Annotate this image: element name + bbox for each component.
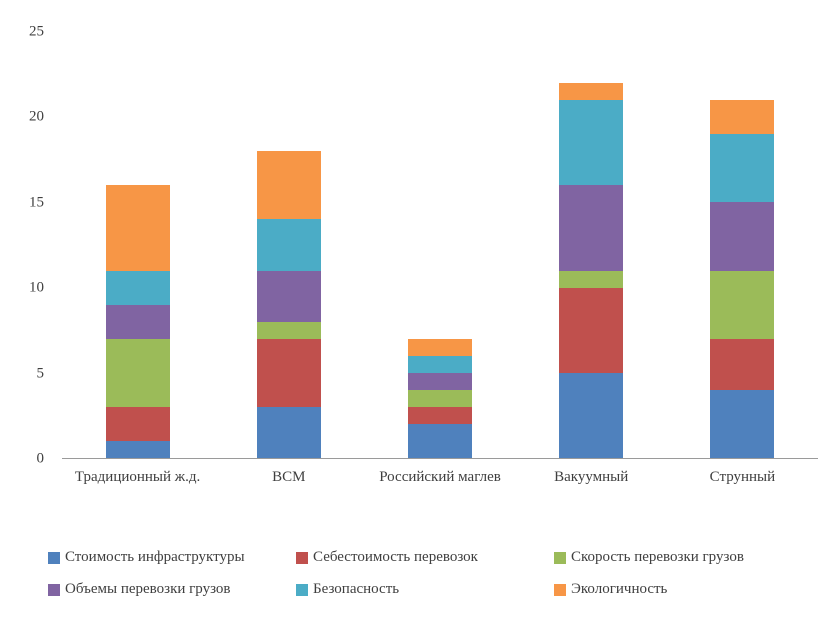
x-axis-labels: Традиционный ж.д. ВСМ Российский маглев Вак… [62, 468, 818, 488]
bar-segment [105, 270, 170, 305]
bar-column [62, 32, 213, 458]
bar-segment [710, 100, 775, 135]
bar-segment [710, 389, 775, 458]
bar-segment [710, 338, 775, 390]
bar-segment [408, 372, 472, 390]
legend-label: Безопасность [313, 581, 400, 597]
legend-item: Скорость перевозки грузов [554, 549, 826, 566]
y-tick-label: 20 [29, 108, 44, 125]
bar-segment [559, 372, 624, 458]
bar-segment [105, 406, 170, 441]
bar-segment [408, 338, 472, 356]
bar-segment [559, 270, 624, 288]
legend-marker-icon [554, 583, 566, 596]
x-axis-label: Российский маглев [379, 469, 501, 485]
bar-segment [408, 423, 472, 458]
x-axis-label: Традиционный ж.д. [74, 469, 201, 485]
bar-segment [256, 321, 321, 339]
bar-column [516, 32, 667, 458]
bar-segment [710, 270, 775, 339]
bar-segment [105, 338, 170, 407]
legend-label: Экологичность [571, 581, 668, 597]
plot-area [62, 32, 818, 459]
legend-label: Объемы перевозки грузов [65, 581, 231, 597]
y-axis: 0 5 10 15 20 25 [0, 24, 52, 466]
legend: Стоимость инфраструктуры Себестоимость пе… [48, 549, 826, 598]
bars-container [62, 32, 818, 458]
bar-column [213, 32, 364, 458]
bar-segment [256, 219, 321, 271]
legend-label: Стоимость инфраструктуры [65, 549, 245, 565]
bar-segment [256, 338, 321, 407]
stacked-bar [105, 32, 170, 458]
legend-item: Безопасность [296, 581, 554, 598]
legend-label: Себестоимость перевозок [313, 549, 478, 565]
bar-segment [408, 389, 472, 407]
stacked-bar [408, 32, 472, 458]
bar-segment [408, 406, 472, 424]
x-axis-label: Вакуумный [554, 469, 629, 485]
legend-item: Стоимость инфраструктуры [48, 549, 296, 566]
legend-marker-icon [296, 551, 308, 564]
y-tick-label: 15 [29, 194, 44, 211]
legend-item: Объемы перевозки грузов [48, 581, 296, 598]
x-axis-label: Струнный [709, 469, 776, 485]
legend-marker-icon [48, 551, 60, 564]
y-tick-label: 5 [36, 365, 45, 382]
bar-segment [256, 406, 321, 458]
bar-segment [559, 287, 624, 373]
bar-segment [105, 304, 170, 339]
bar-segment [408, 355, 472, 373]
bar-segment [559, 83, 624, 101]
bar-segment [559, 100, 624, 186]
legend-item: Себестоимость перевозок [296, 549, 554, 566]
stacked-bar [256, 32, 321, 458]
bar-column [667, 32, 818, 458]
y-tick-label: 0 [36, 450, 45, 467]
stacked-bar [710, 32, 775, 458]
bar-segment [710, 134, 775, 203]
legend-marker-icon [48, 583, 60, 596]
y-tick-label: 25 [29, 23, 44, 40]
y-tick-label: 10 [29, 279, 44, 296]
bar-segment [256, 151, 321, 220]
bar-segment [105, 185, 170, 271]
legend-item: Экологичность [554, 581, 826, 598]
stacked-bar [559, 32, 624, 458]
legend-marker-icon [296, 583, 308, 596]
bar-segment [256, 270, 321, 322]
legend-label: Скорость перевозки грузов [571, 549, 744, 565]
bar-segment [559, 185, 624, 271]
x-axis-label: ВСМ [272, 469, 306, 485]
bar-column [364, 32, 515, 458]
bar-segment [105, 440, 170, 458]
bar-segment [710, 202, 775, 271]
legend-marker-icon [554, 551, 566, 564]
